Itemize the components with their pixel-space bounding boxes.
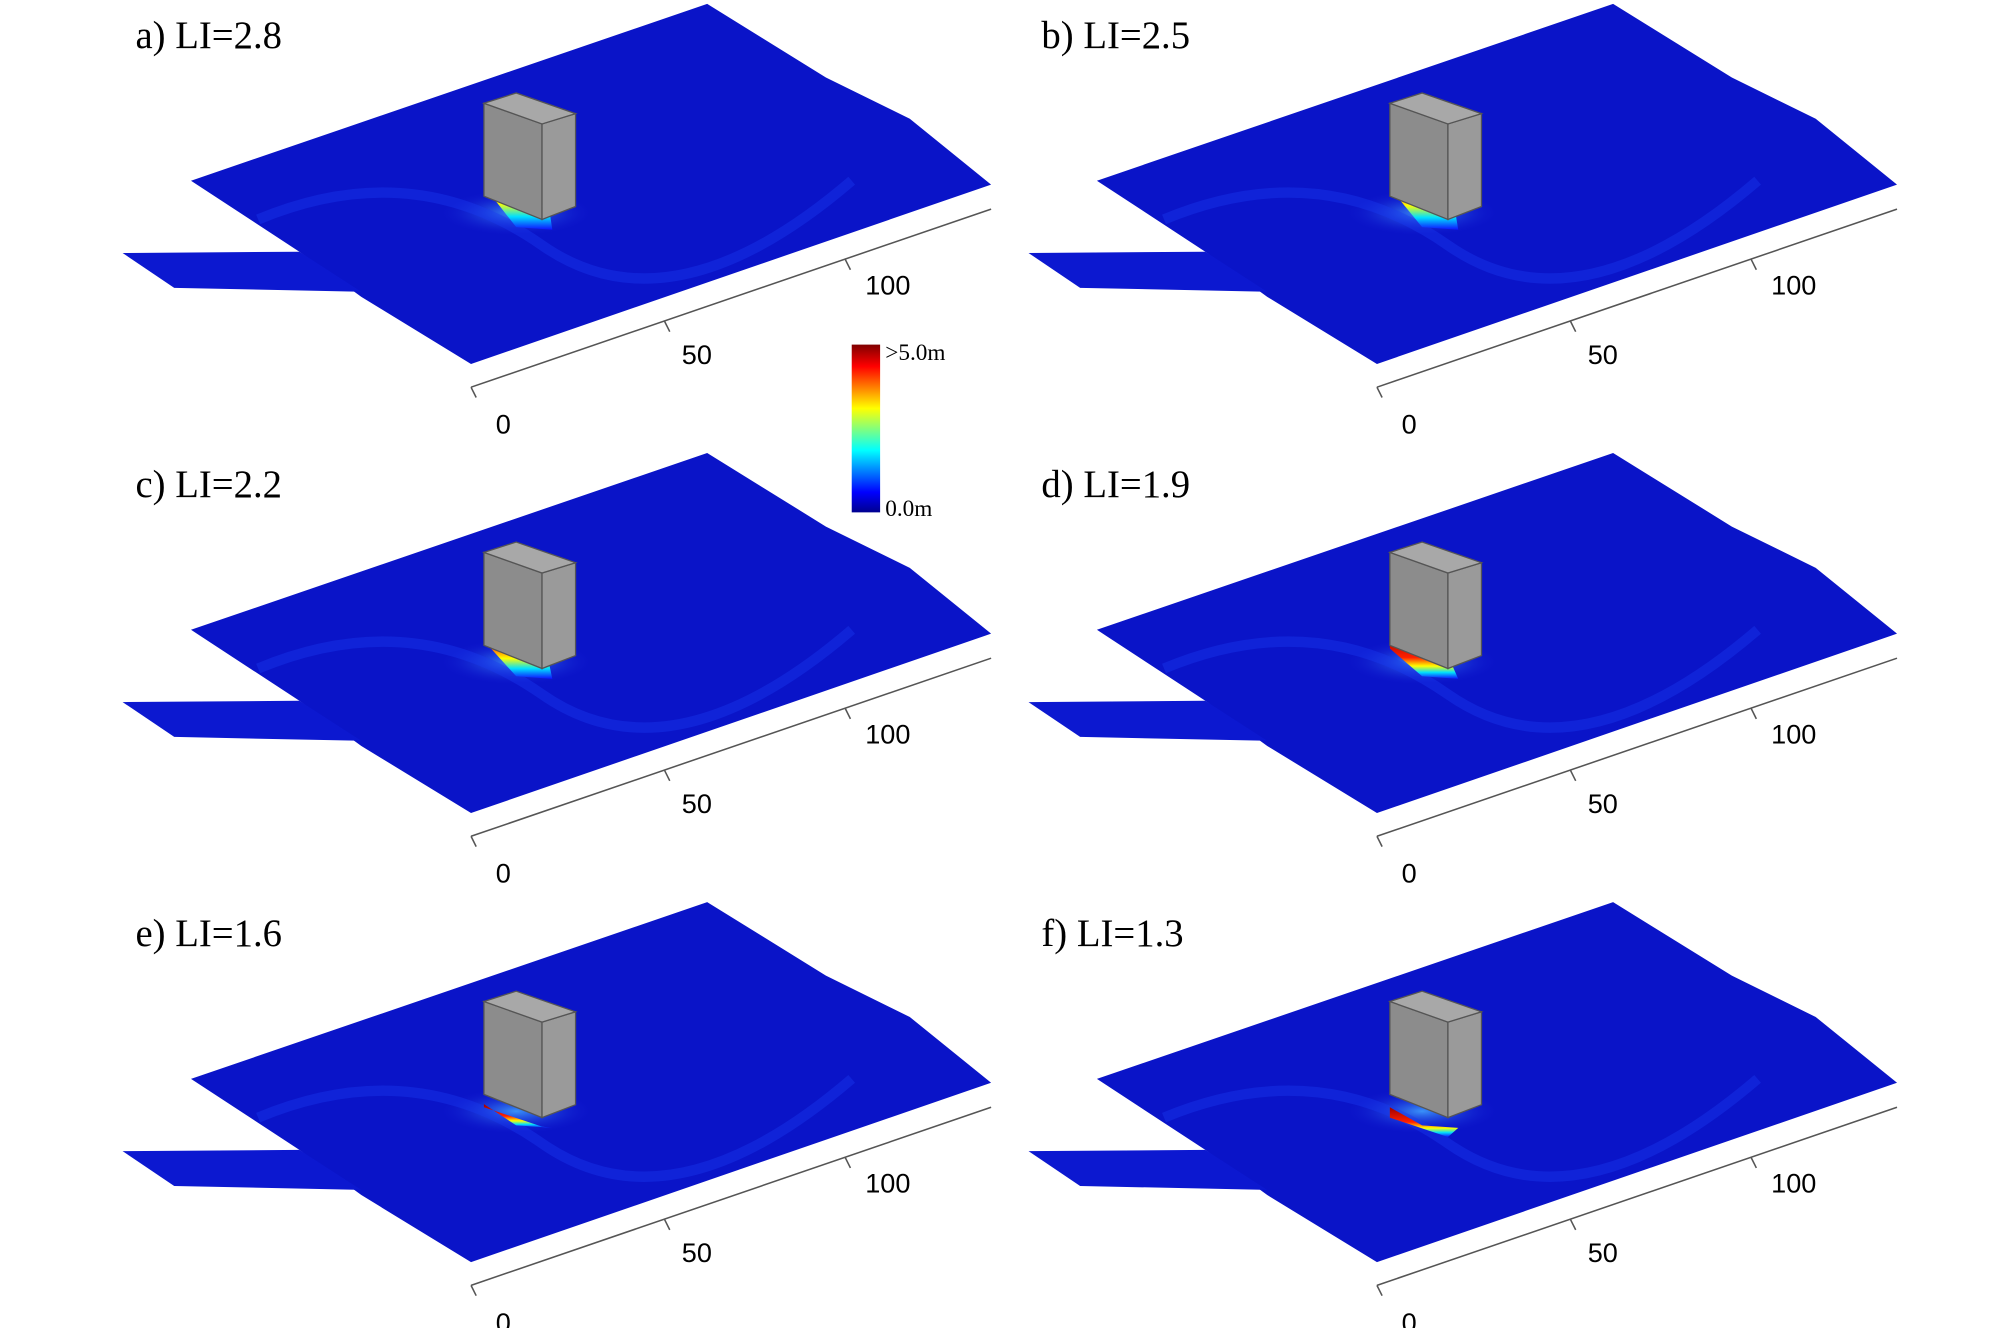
axis-tick-label: 100 [1771,718,1816,749]
panel: 0 50 100 a) LI=2.8 [122,3,992,440]
building-side [1447,112,1483,221]
flow-pattern [1162,625,1762,733]
axis-tick-label: 100 [865,1167,910,1198]
axis-tick-label: 50 [1588,339,1618,370]
building-side [541,112,577,221]
axis-tick-label: 0 [496,1307,511,1328]
building-top [481,92,578,125]
panel: 0 50 100 c) LI=2.2 [122,453,992,889]
tick-mark [1569,321,1577,333]
panel: 0 50 100 b) LI=2.5 [1028,3,1898,440]
tick-mark [663,1219,671,1231]
building-side [1447,1010,1483,1119]
terrain-surface [190,902,992,1263]
inlet-channel [1028,700,1268,741]
tick-mark [470,386,477,398]
flow-pattern [256,625,856,733]
tick-mark [844,1157,852,1169]
building-side [541,561,577,670]
axis-tick-label: 100 [865,269,910,300]
axis-line [470,1106,992,1287]
building-top [1387,92,1484,125]
axis-tick-label: 50 [1588,1237,1618,1268]
axis-line [1376,208,1898,388]
terrain-surface [1096,902,1898,1263]
axis-line [470,208,992,388]
flow-pattern [1162,176,1762,284]
wave-front [1389,1107,1459,1137]
axis-tick-label: 50 [682,339,712,370]
tick-mark [1569,770,1577,782]
building-top [1387,541,1484,574]
axis-tick-label: 50 [682,1237,712,1268]
panel: 0 50 100 e) LI=1.6 [122,902,992,1328]
flow-pattern [256,176,856,284]
tick-mark [1376,386,1383,398]
colorbar-max-label: >5.0m [885,340,945,366]
terrain-surface [190,3,992,364]
panel-label: b) LI=2.5 [1041,15,1190,57]
axis-tick-label: 0 [496,858,511,889]
panel-label: d) LI=1.9 [1041,464,1190,506]
panel-label: f) LI=1.3 [1041,913,1183,955]
building-top [1387,990,1484,1023]
building-top [481,990,578,1023]
colorbar-min-label: 0.0m [885,496,932,522]
tick-mark [1376,835,1383,847]
axis-tick-label: 100 [1771,269,1816,300]
tick-mark [1750,708,1758,720]
panel-label: a) LI=2.8 [136,15,282,57]
tick-mark [1750,259,1758,271]
panel-label: e) LI=1.6 [136,913,282,955]
axis-tick-label: 50 [1588,788,1618,819]
tick-mark [663,321,671,333]
colorbar-scale [851,344,881,513]
panel: 0 50 100 d) LI=1.9 [1028,453,1898,889]
axis-line [1376,1106,1898,1287]
axis-tick-label: 0 [1402,409,1417,440]
terrain-surface [1096,3,1898,364]
inlet-channel [1028,1149,1268,1190]
axis-tick-label: 100 [865,718,910,749]
tick-mark [663,770,671,782]
axis-tick-label: 0 [496,409,511,440]
inlet-channel [122,1149,362,1190]
tick-mark [844,259,852,271]
axis-line [1376,657,1898,838]
tick-mark [1569,1219,1577,1231]
inlet-channel [1028,251,1268,292]
tick-mark [470,835,477,847]
colorbar: >5.0m 0.0m [851,340,945,522]
terrain-surface [1096,453,1898,814]
inlet-channel [122,251,362,292]
flow-pattern [1162,1074,1762,1182]
tick-mark [1376,1285,1383,1297]
tick-mark [844,708,852,720]
tick-mark [1750,1157,1758,1169]
axis-tick-label: 50 [682,788,712,819]
axis-tick-label: 100 [1771,1167,1816,1198]
wave-front [483,1104,553,1128]
inlet-channel [122,700,362,741]
panel: 0 50 100 f) LI=1.3 [1028,902,1898,1328]
building-side [1447,561,1483,670]
building-top [481,541,578,574]
flow-pattern [256,1074,856,1182]
axis-line [470,657,992,838]
panel-label: c) LI=2.2 [136,464,282,506]
building-side [541,1010,577,1119]
tick-mark [470,1285,477,1297]
axis-tick-label: 0 [1402,1307,1417,1328]
terrain-surface [190,453,992,814]
axis-tick-label: 0 [1402,858,1417,889]
